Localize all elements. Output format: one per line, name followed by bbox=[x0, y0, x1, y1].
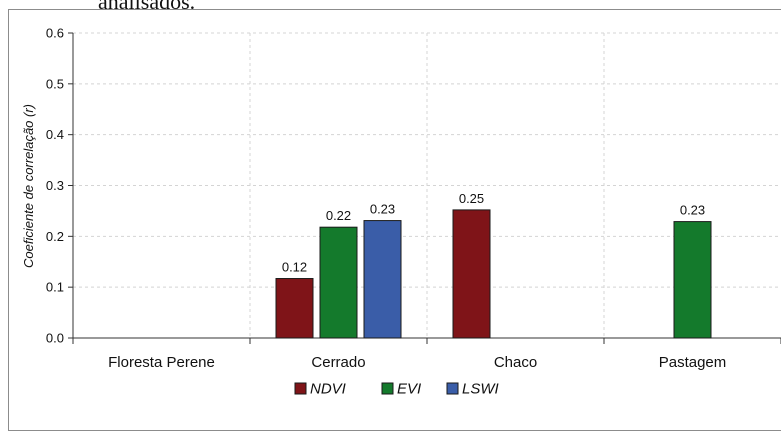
legend-label-evi: EVI bbox=[397, 381, 421, 398]
bar-chart: 0.0 0.1 0.2 0.3 0.4 0.5 0.6 Floresta Perene Cerr… bbox=[21, 26, 781, 398]
bar-ndvi bbox=[275, 278, 314, 339]
y-tick-label: 0.0 bbox=[46, 331, 64, 346]
data-label: 0.23 bbox=[370, 202, 395, 217]
bar-lswi bbox=[363, 220, 402, 339]
legend-label-ndvi: NDVI bbox=[310, 381, 346, 398]
y-tick-label: 0.4 bbox=[46, 127, 64, 142]
axes: 0.0 0.1 0.2 0.3 0.4 0.5 0.6 Floresta Perene Cerr… bbox=[46, 26, 781, 371]
legend-swatch-evi bbox=[381, 382, 394, 395]
y-tick-label: 0.5 bbox=[46, 76, 64, 91]
y-axis-label: Coeficiente de correlação (r) bbox=[21, 104, 36, 268]
data-label: 0.12 bbox=[282, 260, 307, 275]
legend-swatch-ndvi bbox=[294, 382, 307, 395]
data-label: 0.23 bbox=[680, 203, 705, 218]
y-tick-label: 0.3 bbox=[46, 178, 64, 193]
y-tick-label: 0.1 bbox=[46, 280, 64, 295]
legend-swatch-lswi bbox=[446, 382, 459, 395]
data-label: 0.22 bbox=[326, 208, 351, 223]
bar-evi bbox=[319, 226, 358, 339]
x-category-label: Pastagem bbox=[659, 354, 727, 371]
legend-label-lswi: LSWI bbox=[462, 381, 499, 398]
legend: NDVI EVI LSWI bbox=[294, 381, 499, 398]
bars bbox=[275, 209, 712, 339]
data-label: 0.25 bbox=[459, 191, 484, 206]
x-category-label: Cerrado bbox=[311, 354, 365, 371]
data-labels: 0.12 0.22 0.23 0.25 0.23 bbox=[282, 191, 705, 275]
bar-ndvi bbox=[452, 209, 491, 339]
gridlines bbox=[73, 32, 781, 338]
x-category-label: Chaco bbox=[494, 354, 537, 371]
bar-evi bbox=[673, 221, 712, 339]
y-tick-label: 0.6 bbox=[46, 26, 64, 41]
x-category-label: Floresta Perene bbox=[108, 354, 215, 371]
y-tick-label: 0.2 bbox=[46, 229, 64, 244]
